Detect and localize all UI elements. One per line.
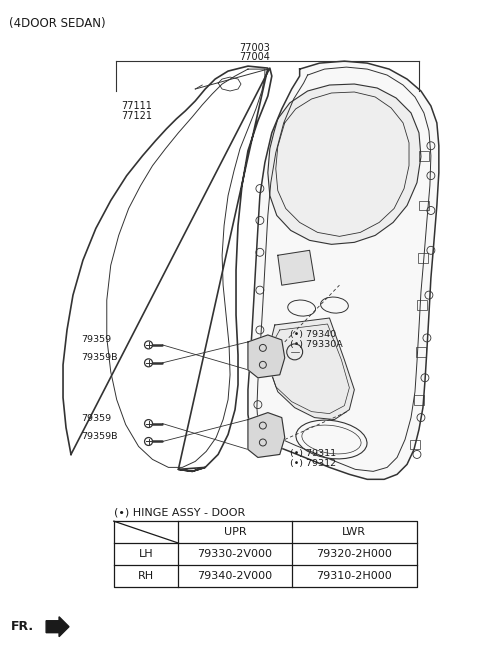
Text: 77004: 77004 (240, 52, 270, 62)
Text: (•) 79330A: (•) 79330A (290, 340, 342, 349)
Circle shape (144, 420, 153, 428)
Text: 77121: 77121 (120, 111, 152, 121)
Polygon shape (248, 413, 285, 457)
Text: 79340-2V000: 79340-2V000 (197, 571, 273, 581)
Text: (•) 79340: (•) 79340 (290, 330, 336, 339)
Polygon shape (248, 335, 285, 378)
Polygon shape (46, 617, 69, 636)
Text: RH: RH (138, 571, 154, 581)
Text: 77111: 77111 (120, 101, 152, 111)
Polygon shape (248, 61, 439, 480)
Text: (4DOOR SEDAN): (4DOOR SEDAN) (9, 17, 106, 30)
Circle shape (144, 359, 153, 367)
Polygon shape (278, 250, 314, 285)
Text: LH: LH (139, 549, 153, 559)
Text: LWR: LWR (342, 527, 366, 537)
Polygon shape (268, 84, 421, 244)
Text: FR.: FR. (12, 620, 35, 633)
Text: (•) HINGE ASSY - DOOR: (•) HINGE ASSY - DOOR (114, 507, 245, 517)
Text: 79310-2H000: 79310-2H000 (316, 571, 392, 581)
Text: 79359: 79359 (81, 414, 111, 423)
Text: 79359B: 79359B (81, 353, 118, 362)
Text: (•) 79312: (•) 79312 (290, 459, 336, 469)
Circle shape (144, 437, 153, 445)
Circle shape (144, 341, 153, 349)
Text: 79330-2V000: 79330-2V000 (198, 549, 273, 559)
Text: 79320-2H000: 79320-2H000 (316, 549, 392, 559)
Polygon shape (270, 318, 354, 420)
Text: 77003: 77003 (240, 43, 270, 53)
Text: (•) 79311: (•) 79311 (290, 450, 336, 458)
Text: 79359B: 79359B (81, 432, 118, 441)
Text: 79359: 79359 (81, 336, 111, 345)
Text: UPR: UPR (224, 527, 246, 537)
